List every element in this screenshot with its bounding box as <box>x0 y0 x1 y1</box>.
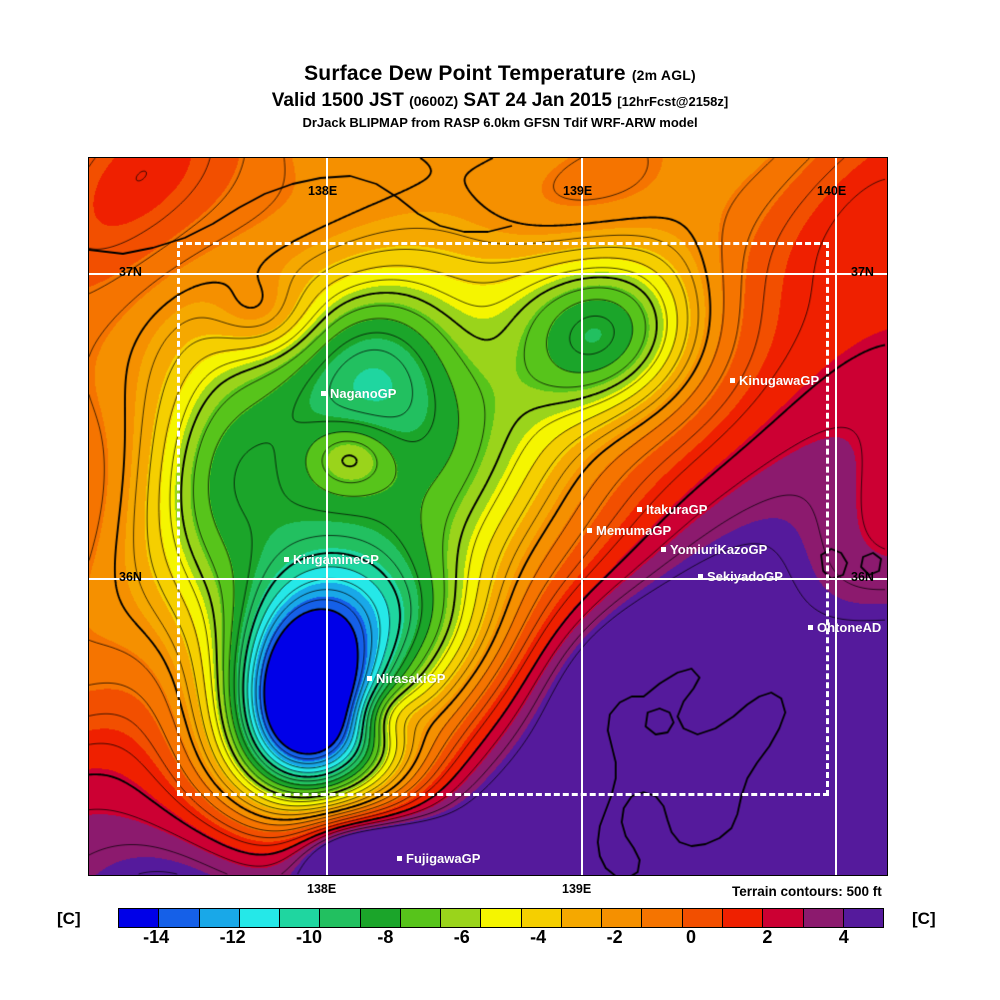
station-kirigaminegp[interactable]: KirigamineGP <box>284 551 379 569</box>
station-marker-icon <box>367 676 372 682</box>
station-label: MemumaGP <box>596 523 672 539</box>
colorbar-tick--8: -8 <box>377 927 394 947</box>
colorbar-unit-right: [C] <box>912 909 936 928</box>
main-title-subtext: (2m AGL) <box>631 67 696 83</box>
lat-label-left-37N: 37N <box>119 265 142 279</box>
valid-date: SAT 24 Jan 2015 <box>463 90 612 111</box>
meridian-138E <box>326 158 328 875</box>
colorbar-swatch-7 <box>400 909 442 927</box>
title-block: Surface Dew Point Temperature (2m AGL) V… <box>0 62 1000 130</box>
terrain-contour-note: Terrain contours: 500 ft <box>732 884 882 899</box>
colorbar-swatch-0 <box>119 909 160 927</box>
model-description: DrJack BLIPMAP from RASP 6.0km GFSN Tdif… <box>302 115 698 130</box>
colorbar-tick--10: -10 <box>295 927 323 947</box>
colorbar-swatch-2 <box>199 909 240 927</box>
parallel-37N <box>89 273 887 275</box>
station-marker-icon <box>587 528 592 534</box>
lat-label-left-36N: 36N <box>119 570 142 584</box>
station-marker-icon <box>321 391 326 397</box>
station-label: NaganoGP <box>330 386 397 402</box>
colorbar-tick--12: -12 <box>219 927 246 947</box>
colorbar-swatch-10 <box>521 909 562 927</box>
colorbar-tick-2: 2 <box>762 927 773 947</box>
colorbar-tick-labels: -14 -12 -10 -8 -6 -4 -2 0 2 4 <box>118 927 882 951</box>
station-label: KinugawaGP <box>739 373 820 389</box>
station-sekiyadogp[interactable]: SekiyadoGP <box>698 568 783 586</box>
dewpoint-field-canvas <box>89 158 887 875</box>
colorbar-swatch-5 <box>320 909 361 927</box>
station-label: SekiyadoGP <box>707 569 783 585</box>
weather-map[interactable]: NaganoGP KinugawaGP ItakuraGP MemumaGP Yomiu… <box>88 157 888 876</box>
station-ohtonead[interactable]: OhtoneAD <box>808 619 881 637</box>
valid-utc: (0600Z) <box>409 93 459 109</box>
colorbar-unit-left: [C] <box>57 909 81 928</box>
colorbar-swatch-9 <box>481 909 522 927</box>
station-label: YomiuriKazoGP <box>670 542 768 558</box>
station-itakuragp[interactable]: ItakuraGP <box>637 501 707 519</box>
colorbar-swatch-11 <box>561 909 603 927</box>
parallel-36N <box>89 578 887 580</box>
station-naganogp[interactable]: NaganoGP <box>321 385 396 403</box>
colorbar-swatch-8 <box>441 909 482 927</box>
station-marker-icon <box>698 574 703 580</box>
forecast-domain-box <box>177 242 829 796</box>
colorbar-swatch-12 <box>602 909 643 927</box>
station-kinugawagp[interactable]: KinugawaGP <box>730 372 819 390</box>
station-marker-icon <box>808 625 813 631</box>
meridian-139E <box>581 158 583 875</box>
valid-time-line: Valid 1500 JST (0600Z) SAT 24 Jan 2015 [… <box>0 90 1000 112</box>
colorbar-swatch-17 <box>803 909 844 927</box>
colorbar-swatch-18 <box>843 909 884 927</box>
colorbar-tick--14: -14 <box>143 927 170 947</box>
page-title: Surface Dew Point Temperature (2m AGL) <box>0 62 1000 86</box>
colorbar-swatch-1 <box>159 909 200 927</box>
meridian-140E <box>835 158 837 875</box>
colorbar-tick-4: 4 <box>838 927 849 947</box>
station-marker-icon <box>284 557 289 563</box>
colorbar-swatch-16 <box>763 909 804 927</box>
colorbar-tick--6: -6 <box>453 927 470 947</box>
station-nirasakigp[interactable]: NirasakiGP <box>367 670 445 688</box>
colorbar: [C] [C] -14 -12 -10 -8 -6 -4 -2 0 2 4 <box>0 900 1000 950</box>
lat-label-right-36N: 36N <box>851 570 874 584</box>
colorbar-swatch-4 <box>280 909 321 927</box>
station-marker-icon <box>397 856 402 862</box>
colorbar-tick--2: -2 <box>606 927 623 947</box>
station-memumagp[interactable]: MemumaGP <box>587 522 671 540</box>
lon-label-bottom-138E: 138E <box>307 882 337 896</box>
forecast-tag: [12hrFcst@2158z] <box>617 94 729 109</box>
lon-label-bottom-139E: 139E <box>562 882 592 896</box>
colorbar-swatch-6 <box>360 909 401 927</box>
station-label: FujigawaGP <box>406 851 481 867</box>
station-marker-icon <box>661 547 666 553</box>
colorbar-swatch-13 <box>642 909 683 927</box>
colorbar-tick--4: -4 <box>530 927 547 947</box>
station-label: KirigamineGP <box>293 552 379 568</box>
station-fujigawagp[interactable]: FujigawaGP <box>397 850 480 868</box>
lon-label-top-138E: 138E <box>308 184 338 198</box>
lon-label-top-139E: 139E <box>563 184 593 198</box>
station-marker-icon <box>730 378 735 384</box>
station-marker-icon <box>637 507 642 513</box>
station-label: ItakuraGP <box>646 502 708 518</box>
lat-label-right-37N: 37N <box>851 265 874 279</box>
colorbar-swatch-14 <box>682 909 723 927</box>
station-label: OhtoneAD <box>817 620 882 636</box>
colorbar-tick-0: 0 <box>685 927 697 947</box>
main-title-text: Surface Dew Point Temperature <box>304 62 626 85</box>
colorbar-swatches <box>118 908 884 928</box>
colorbar-swatch-15 <box>722 909 764 927</box>
colorbar-swatch-3 <box>239 909 281 927</box>
station-label: NirasakiGP <box>376 671 446 687</box>
station-yomiurikazogp[interactable]: YomiuriKazoGP <box>661 541 767 559</box>
valid-prefix: Valid 1500 JST <box>271 90 404 111</box>
lon-label-top-140E: 140E <box>817 184 847 198</box>
